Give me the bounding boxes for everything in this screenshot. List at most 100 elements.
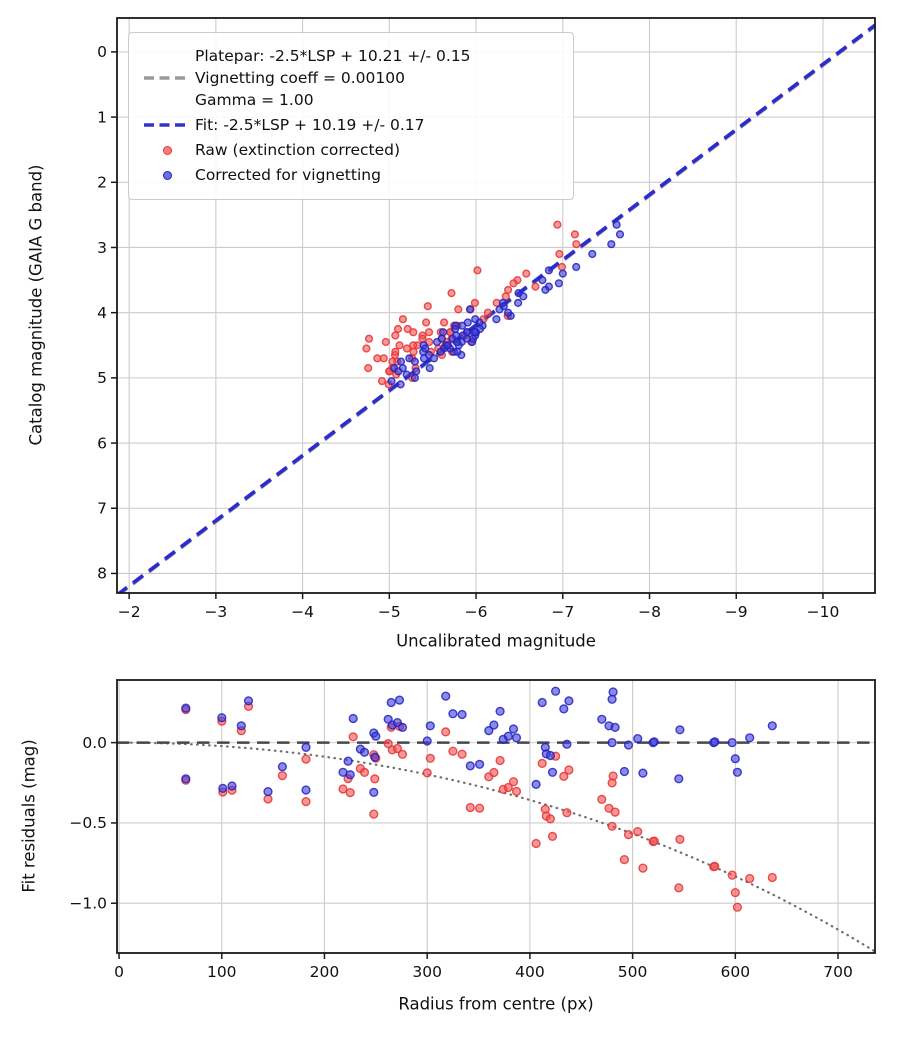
data-point [439,328,448,337]
legend-entry-platepar: Platepar: -2.5*LSP + 10.21 +/- 0.15 Vign… [139,45,563,111]
data-point [555,249,564,259]
data-point [615,230,625,239]
data-point [443,341,453,350]
data-point [243,696,254,706]
platepar-dash-marker-icon [139,75,195,81]
data-point [710,861,720,872]
data-point [436,347,445,356]
x-tick-label: −9 [725,603,748,621]
x-tick-label: 600 [721,963,751,981]
data-point [425,364,434,373]
legend-entry-corrected: Corrected for vignetting [139,164,563,186]
x-tick-label: −4 [291,603,314,621]
data-point [508,724,519,734]
subplot-residuals: 0 100 200 300 400 500 600 700 0.0 −0.5 −1.0 [69,679,876,981]
data-point [457,749,467,759]
data-point [638,768,648,778]
data-point [649,836,659,846]
x-tick-label: 700 [823,963,853,981]
x-tick-label: 400 [515,963,545,981]
data-point [359,767,370,778]
data-point [391,347,400,356]
data-point [393,324,403,334]
data-point [745,733,755,743]
data-point [513,298,523,308]
data-point [463,318,472,327]
data-point [710,737,720,747]
bottom-xaxis-label: Radius from centre (px) [398,994,594,1014]
y-tick-label: 7 [97,500,107,518]
data-point [345,770,355,780]
data-point [217,713,227,723]
top-yaxis-label: Catalog magnitude (GAIA G band) [26,164,46,446]
data-point [402,370,411,379]
data-point [727,870,737,880]
y-tick-label: 4 [97,304,107,322]
data-point [391,331,400,340]
data-point [557,262,567,272]
data-point [338,784,348,794]
data-point [398,315,408,324]
data-point [454,305,463,314]
data-point [607,821,617,831]
data-point [386,697,396,708]
data-point [564,696,574,706]
data-point [388,357,397,366]
x-tick-label: 0 [114,963,124,981]
plot-area [117,686,875,952]
data-point [452,337,462,347]
corrected-dot-marker-icon [139,170,195,180]
corrected-points [387,220,625,389]
data-point [383,738,393,749]
legend-raw-label: Raw (extinction corrected) [195,141,401,159]
data-point [610,722,620,733]
data-point [572,262,581,272]
data-point [767,721,777,731]
data-point [727,737,737,748]
data-point [396,380,405,389]
data-point [447,289,456,298]
data-point [514,289,523,298]
data-point [475,759,485,769]
data-point [424,328,434,337]
data-point [277,770,288,781]
data-point [610,807,620,817]
data-point [392,743,403,754]
data-point [538,276,547,285]
legend-vignetting-label: Vignetting coeff = 0.00100 [195,69,405,87]
legend-fit-label: Fit: -2.5*LSP + 10.19 +/- 0.17 [195,116,425,134]
data-point [597,714,607,724]
data-point [730,887,740,898]
data-point [359,747,370,757]
data-point [348,713,358,724]
y-tick-label: 5 [97,369,107,387]
x-tick-label: −10 [807,603,840,621]
data-point [475,324,485,334]
data-point [503,782,513,793]
data-point [564,765,574,775]
data-point [638,863,648,873]
data-point [457,709,467,720]
data-point [608,687,618,697]
data-point [537,697,547,708]
data-point [371,731,381,741]
x-tick-label: −2 [118,603,141,621]
data-point [423,302,432,311]
legend-entry-raw: Raw (extinction corrected) [139,139,563,161]
data-point [451,324,460,334]
data-point [495,706,505,716]
data-point [263,794,273,804]
data-point [398,364,407,373]
data-point [558,269,567,278]
data-point [370,752,380,762]
data-point [531,838,541,849]
data-point [381,337,390,347]
data-point [649,737,659,747]
legend-box: Platepar: -2.5*LSP + 10.21 +/- 0.15 Vign… [128,32,574,200]
data-point [448,746,458,756]
x-tick-label: −6 [465,603,488,621]
data-point [218,783,228,794]
vignetting-model-curve [118,741,875,952]
y-tick-label: 2 [97,174,107,192]
x-tick-label: −7 [551,603,574,621]
